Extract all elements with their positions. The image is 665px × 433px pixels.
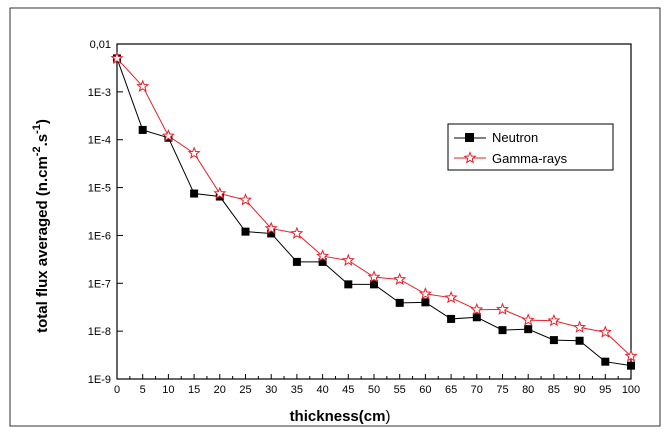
x-tick-label: 25 bbox=[239, 384, 251, 396]
y-axis-title-main: total flux averaged (n.cm bbox=[34, 156, 51, 333]
x-tick-label: 95 bbox=[599, 384, 611, 396]
y-tick-label: 1E-8 bbox=[88, 326, 111, 338]
y-tick-label: 1E-3 bbox=[88, 87, 111, 99]
neutron-point bbox=[190, 189, 199, 198]
y-tick-label: 1E-6 bbox=[88, 230, 111, 242]
legend-gamma-label: Gamma-rays bbox=[492, 151, 568, 166]
x-tick-label: 65 bbox=[445, 384, 457, 396]
neutron-point bbox=[447, 314, 456, 323]
gamma-point bbox=[573, 320, 587, 333]
gamma-point bbox=[547, 313, 561, 327]
y-axis-title-sup2: -1 bbox=[31, 124, 43, 134]
gamma-point bbox=[264, 221, 278, 234]
gamma-point bbox=[624, 349, 638, 362]
y-tick-label: 0,01 bbox=[90, 39, 111, 51]
gamma-point bbox=[187, 146, 201, 159]
plot-frame bbox=[116, 43, 632, 380]
x-tick-label: 0 bbox=[114, 384, 120, 396]
x-tick-label: 80 bbox=[522, 384, 534, 396]
outer-border bbox=[9, 7, 661, 427]
y-tick-label: 1E-4 bbox=[88, 135, 111, 147]
neutron-point bbox=[498, 326, 507, 335]
neutron-point bbox=[627, 361, 635, 370]
legend-neutron-marker bbox=[465, 133, 474, 142]
x-tick-label: 35 bbox=[291, 384, 303, 396]
gamma-point bbox=[290, 226, 304, 239]
x-tick-label: 20 bbox=[214, 384, 226, 396]
gamma-point bbox=[341, 253, 355, 266]
neutron-point bbox=[138, 125, 147, 134]
y-axis-title-sup1: -2 bbox=[31, 146, 43, 156]
gamma-point bbox=[367, 270, 381, 283]
x-tick-label: 30 bbox=[265, 384, 277, 396]
x-tick-label: 60 bbox=[419, 384, 431, 396]
y-axis-title-mid: .s bbox=[34, 134, 51, 147]
legend: Neutron Gamma-rays bbox=[447, 123, 614, 171]
gamma-point bbox=[136, 79, 150, 92]
x-axis-title-close: ) bbox=[385, 408, 390, 425]
legend-star-shape bbox=[463, 151, 477, 164]
gamma-point bbox=[213, 186, 227, 200]
gamma-point bbox=[316, 249, 330, 262]
x-tick-label: 5 bbox=[140, 384, 146, 396]
neutron-point bbox=[370, 280, 378, 289]
x-tick-label: 75 bbox=[496, 384, 508, 396]
neutron-point bbox=[524, 325, 533, 334]
x-tick-label: 70 bbox=[471, 384, 483, 396]
x-tick-label: 50 bbox=[368, 384, 380, 396]
x-tick-label: 100 bbox=[622, 384, 640, 396]
plot-area: 0 5 10 15 20 25 30 35 40 45 50 55 60 65 70 75 80 85 90 95 10… bbox=[88, 39, 640, 396]
gamma-point bbox=[495, 302, 510, 315]
x-tick-label: 90 bbox=[573, 384, 585, 396]
neutron-point bbox=[292, 257, 301, 266]
neutron-point bbox=[395, 298, 404, 307]
gamma-point bbox=[418, 287, 432, 300]
series-line-gamma-rays bbox=[116, 58, 632, 357]
gamma-point bbox=[598, 325, 612, 338]
neutron-point bbox=[549, 336, 558, 345]
neutron-point bbox=[267, 229, 276, 238]
neutron-point bbox=[421, 298, 430, 307]
x-tick-label: 40 bbox=[316, 384, 328, 396]
neutron-point bbox=[472, 313, 481, 322]
neutron-point bbox=[601, 357, 610, 366]
legend-gamma-marker bbox=[463, 151, 477, 164]
x-tick-label: 15 bbox=[188, 384, 200, 396]
gamma-point bbox=[470, 302, 484, 316]
y-tick-label: 1E-5 bbox=[88, 183, 111, 195]
x-tick-label: 85 bbox=[548, 384, 560, 396]
neutron-point bbox=[241, 227, 250, 236]
x-axis-title: thickness(cm) bbox=[290, 408, 391, 425]
y-axis-title: total flux averaged (n.cm-2.s-1) bbox=[31, 119, 51, 333]
gamma-point bbox=[521, 313, 535, 326]
y-tick-label: 1E-7 bbox=[88, 278, 111, 290]
gamma-point bbox=[110, 51, 124, 64]
x-tick-label: 55 bbox=[394, 384, 406, 396]
neutron-point bbox=[344, 280, 353, 289]
neutron-point bbox=[575, 336, 584, 345]
x-tick-label: 10 bbox=[162, 384, 174, 396]
legend-box bbox=[447, 123, 614, 171]
neutron-point bbox=[318, 257, 327, 266]
gamma-point bbox=[161, 129, 175, 142]
gamma-point bbox=[393, 272, 407, 286]
y-tick-label: 1E-9 bbox=[88, 374, 111, 386]
x-axis-title-main: thickness(cm bbox=[290, 408, 386, 425]
gamma-point bbox=[238, 193, 253, 206]
y-axis-title-close: ) bbox=[34, 119, 51, 124]
gamma-point bbox=[444, 290, 458, 304]
legend-neutron-label: Neutron bbox=[492, 130, 538, 145]
x-tick-label: 45 bbox=[342, 384, 354, 396]
